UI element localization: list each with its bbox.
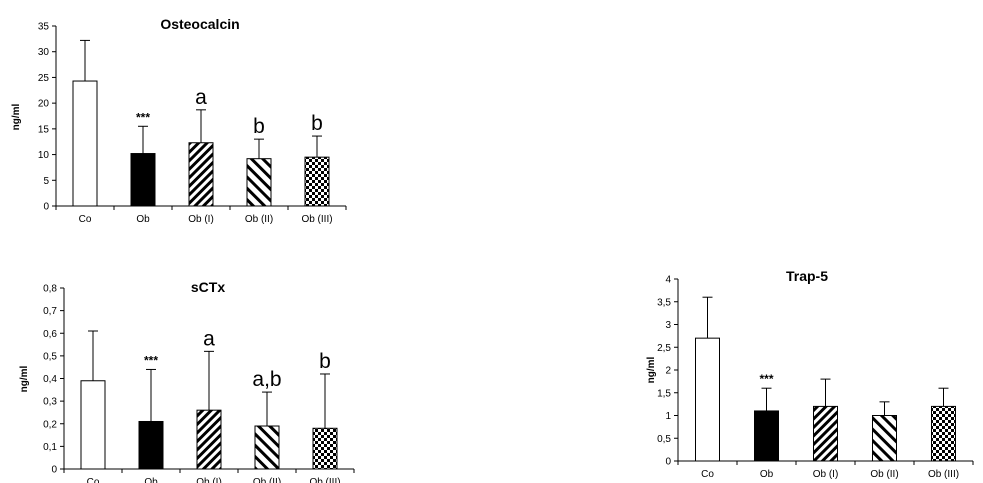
osteocalcin-y-axis-label: ng/ml bbox=[11, 103, 22, 130]
trap5-bars bbox=[695, 296, 956, 462]
sctx-bar-3 bbox=[254, 425, 280, 470]
trap5-y-tick-label: 3,5 bbox=[657, 297, 671, 308]
sctx-category-label-1: Ob bbox=[144, 477, 158, 483]
sctx-axes: 0 0,1 0,2 0,3 0,4 0,5 0,6 0,7 0,8 bbox=[43, 284, 355, 476]
trap5-labels: Co Ob *** Ob (I) Ob (II) Ob (III) bbox=[701, 372, 959, 480]
osteocalcin-chart: Osteocalcin ng/ml 0 5 10 15 20 25 30 35 Co Ob ***… bbox=[11, 16, 347, 225]
osteocalcin-y-tick-label: 35 bbox=[38, 22, 50, 33]
trap5-bar-4 bbox=[931, 405, 956, 462]
sctx-y-axis-label: ng/ml bbox=[19, 365, 30, 392]
trap5-bar-0 bbox=[695, 337, 720, 462]
osteocalcin-significance-label-1: *** bbox=[136, 110, 150, 124]
osteocalcin-y-tick-label: 15 bbox=[38, 124, 50, 135]
sctx-category-label-2: Ob (I) bbox=[196, 477, 222, 483]
sctx-category-label-0: Co bbox=[87, 477, 100, 483]
sctx-y-tick-label: 0,5 bbox=[43, 351, 57, 362]
sctx-chart: sCTx ng/ml 0 0,1 0,2 0,3 0,4 0,5 0,6 0,7 0,8 Co O… bbox=[19, 279, 355, 483]
trap5-y-tick-label: 0,5 bbox=[657, 434, 671, 445]
osteocalcin-bar-2 bbox=[188, 142, 214, 207]
osteocalcin-significance-label-3: b bbox=[253, 115, 265, 138]
trap5-y-tick-label: 2,5 bbox=[657, 343, 671, 354]
trap5-category-label-1: Ob bbox=[760, 469, 774, 480]
osteocalcin-significance-label-4: b bbox=[311, 112, 323, 135]
osteocalcin-labels: Co Ob *** Ob (I) a Ob (II) b Ob (III) b bbox=[79, 86, 333, 225]
sctx-y-tick-label: 0,6 bbox=[43, 329, 57, 340]
trap5-axes: 0 0,5 1 1,5 2 2,5 3 3,5 4 bbox=[657, 275, 974, 468]
osteocalcin-category-label-3: Ob (II) bbox=[245, 214, 273, 225]
sctx-title: sCTx bbox=[191, 279, 225, 295]
sctx-bar-1 bbox=[138, 420, 164, 470]
trap5-y-tick-label: 0 bbox=[665, 457, 671, 468]
trap5-bar-1 bbox=[754, 410, 779, 462]
osteocalcin-bar-0 bbox=[72, 80, 98, 207]
osteocalcin-y-tick-label: 0 bbox=[43, 202, 49, 213]
trap5-bar-2 bbox=[813, 405, 838, 462]
sctx-bars bbox=[80, 330, 338, 470]
trap5-category-label-0: Co bbox=[701, 469, 714, 480]
trap5-y-tick-label: 2 bbox=[665, 366, 671, 377]
sctx-bar-4 bbox=[312, 427, 338, 470]
trap5-category-label-2: Ob (I) bbox=[813, 469, 839, 480]
sctx-category-label-4: Ob (III) bbox=[309, 477, 340, 483]
sctx-y-tick-label: 0,3 bbox=[43, 397, 57, 408]
sctx-labels: Co Ob *** Ob (I) a Ob (II) a,b Ob (III) b bbox=[87, 327, 341, 483]
sctx-y-tick-label: 0,1 bbox=[43, 442, 57, 453]
trap5-category-label-4: Ob (III) bbox=[928, 469, 959, 480]
trap5-y-tick-label: 3 bbox=[665, 320, 671, 331]
osteocalcin-significance-label-2: a bbox=[195, 86, 207, 109]
osteocalcin-category-label-1: Ob bbox=[136, 214, 150, 225]
osteocalcin-y-tick-label: 5 bbox=[43, 176, 49, 187]
trap5-y-tick-label: 1,5 bbox=[657, 388, 671, 399]
osteocalcin-y-tick-label: 10 bbox=[38, 150, 50, 161]
sctx-significance-label-1: *** bbox=[144, 353, 158, 367]
trap5-y-tick-label: 4 bbox=[665, 275, 671, 286]
sctx-y-tick-label: 0 bbox=[51, 465, 57, 476]
osteocalcin-bar-4 bbox=[304, 156, 330, 207]
sctx-y-tick-label: 0,7 bbox=[43, 306, 57, 317]
sctx-y-tick-label: 0,4 bbox=[43, 374, 57, 385]
osteocalcin-y-tick-label: 25 bbox=[38, 73, 50, 84]
osteocalcin-bar-1 bbox=[130, 153, 156, 207]
osteocalcin-y-tick-label: 20 bbox=[38, 99, 50, 110]
sctx-category-label-3: Ob (II) bbox=[253, 477, 281, 483]
sctx-y-tick-label: 0,8 bbox=[43, 284, 57, 295]
sctx-significance-label-2: a bbox=[203, 327, 215, 350]
trap5-title: Trap-5 bbox=[786, 268, 828, 284]
sctx-significance-label-4: b bbox=[319, 350, 331, 373]
osteocalcin-bar-3 bbox=[246, 158, 272, 207]
trap5-bar-3 bbox=[872, 415, 897, 462]
trap5-y-axis-label: ng/ml bbox=[646, 356, 657, 383]
trap5-y-tick-label: 1 bbox=[665, 411, 671, 422]
osteocalcin-bars bbox=[72, 39, 330, 207]
osteocalcin-y-tick-label: 30 bbox=[38, 47, 50, 58]
sctx-y-tick-label: 0,2 bbox=[43, 419, 57, 430]
trap5-category-label-3: Ob (II) bbox=[870, 469, 898, 480]
trap5-chart: Trap-5 ng/ml 0 0,5 1 1,5 2 2,5 3 3,5 4 Co Ob *** Ob… bbox=[646, 268, 974, 480]
osteocalcin-category-label-2: Ob (I) bbox=[188, 214, 214, 225]
sctx-bar-0 bbox=[80, 380, 106, 470]
sctx-bar-2 bbox=[196, 409, 222, 470]
trap5-significance-label-1: *** bbox=[759, 372, 773, 386]
osteocalcin-category-label-4: Ob (III) bbox=[301, 214, 332, 225]
osteocalcin-axes: 0 5 10 15 20 25 30 35 bbox=[38, 22, 347, 213]
osteocalcin-category-label-0: Co bbox=[79, 214, 92, 225]
sctx-significance-label-3: a,b bbox=[252, 368, 281, 391]
osteocalcin-title: Osteocalcin bbox=[160, 16, 239, 32]
